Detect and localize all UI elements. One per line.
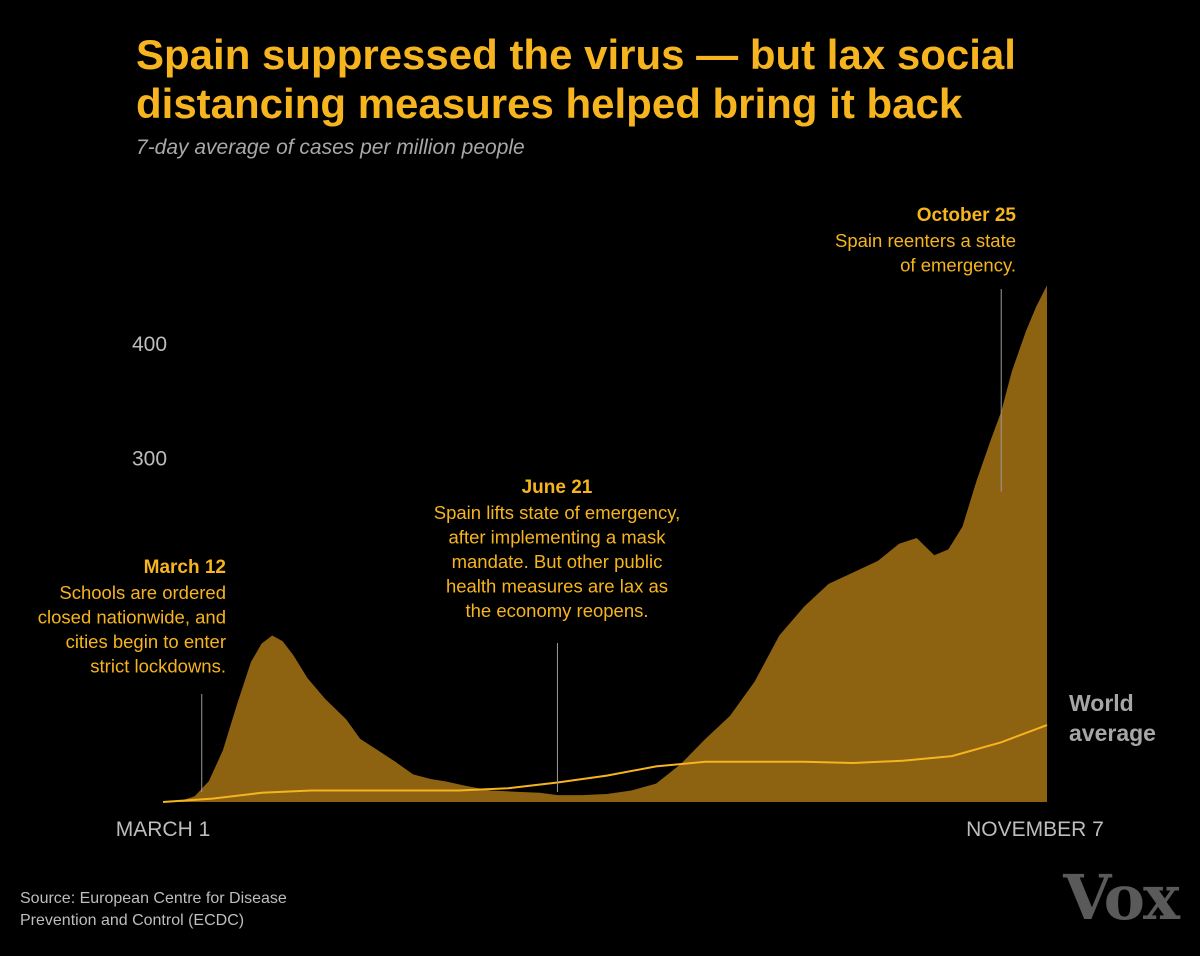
y-tick-label: 300	[132, 448, 167, 471]
spain-area	[163, 285, 1047, 802]
annotation-text: closed nationwide, and	[38, 607, 226, 628]
axes: World average 300 400 MARCH 1 NOVEMBER 7	[116, 333, 1156, 841]
x-tick-label: NOVEMBER 7	[966, 818, 1104, 841]
annotation-october: October 25 Spain reenters a state of emerg…	[835, 205, 1016, 492]
annotation-text: mandate. But other public	[452, 551, 663, 572]
annotation-text: cities begin to enter	[66, 631, 226, 652]
annotation-text: after implementing a mask	[449, 527, 667, 548]
annotation-text: Schools are ordered	[59, 582, 226, 603]
annotation-text: Spain reenters a state	[835, 230, 1016, 251]
chart-subtitle: 7-day average of cases per million peopl…	[136, 136, 525, 159]
annotation-title: June 21	[522, 477, 593, 498]
annotation-text: health measures are lax as	[446, 576, 668, 597]
annotations: March 12 Schools are ordered closed nation…	[38, 205, 1016, 792]
annotation-text: Spain lifts state of emergency,	[434, 502, 680, 523]
plot-area	[162, 285, 1048, 803]
world-average-label: World	[1069, 690, 1134, 716]
chart-title: Spain suppressed the virus — but lax soc…	[136, 31, 1016, 127]
annotation-text: the economy reopens.	[465, 600, 648, 621]
vox-logo: Vox	[1063, 861, 1180, 934]
world-average-label: average	[1069, 720, 1156, 746]
x-tick-label: MARCH 1	[116, 818, 211, 841]
annotation-title: March 12	[144, 557, 226, 578]
y-tick-label: 400	[132, 333, 167, 356]
annotation-text: strict lockdowns.	[90, 656, 226, 677]
world-average-line	[162, 724, 1048, 803]
annotation-title: October 25	[917, 205, 1017, 226]
annotation-june: June 21 Spain lifts state of emergency, af…	[434, 477, 680, 792]
source-note: Source: European Centre for Disease Prev…	[20, 890, 287, 929]
annotation-march: March 12 Schools are ordered closed nation…	[38, 557, 226, 792]
annotation-text: of emergency.	[900, 255, 1016, 276]
